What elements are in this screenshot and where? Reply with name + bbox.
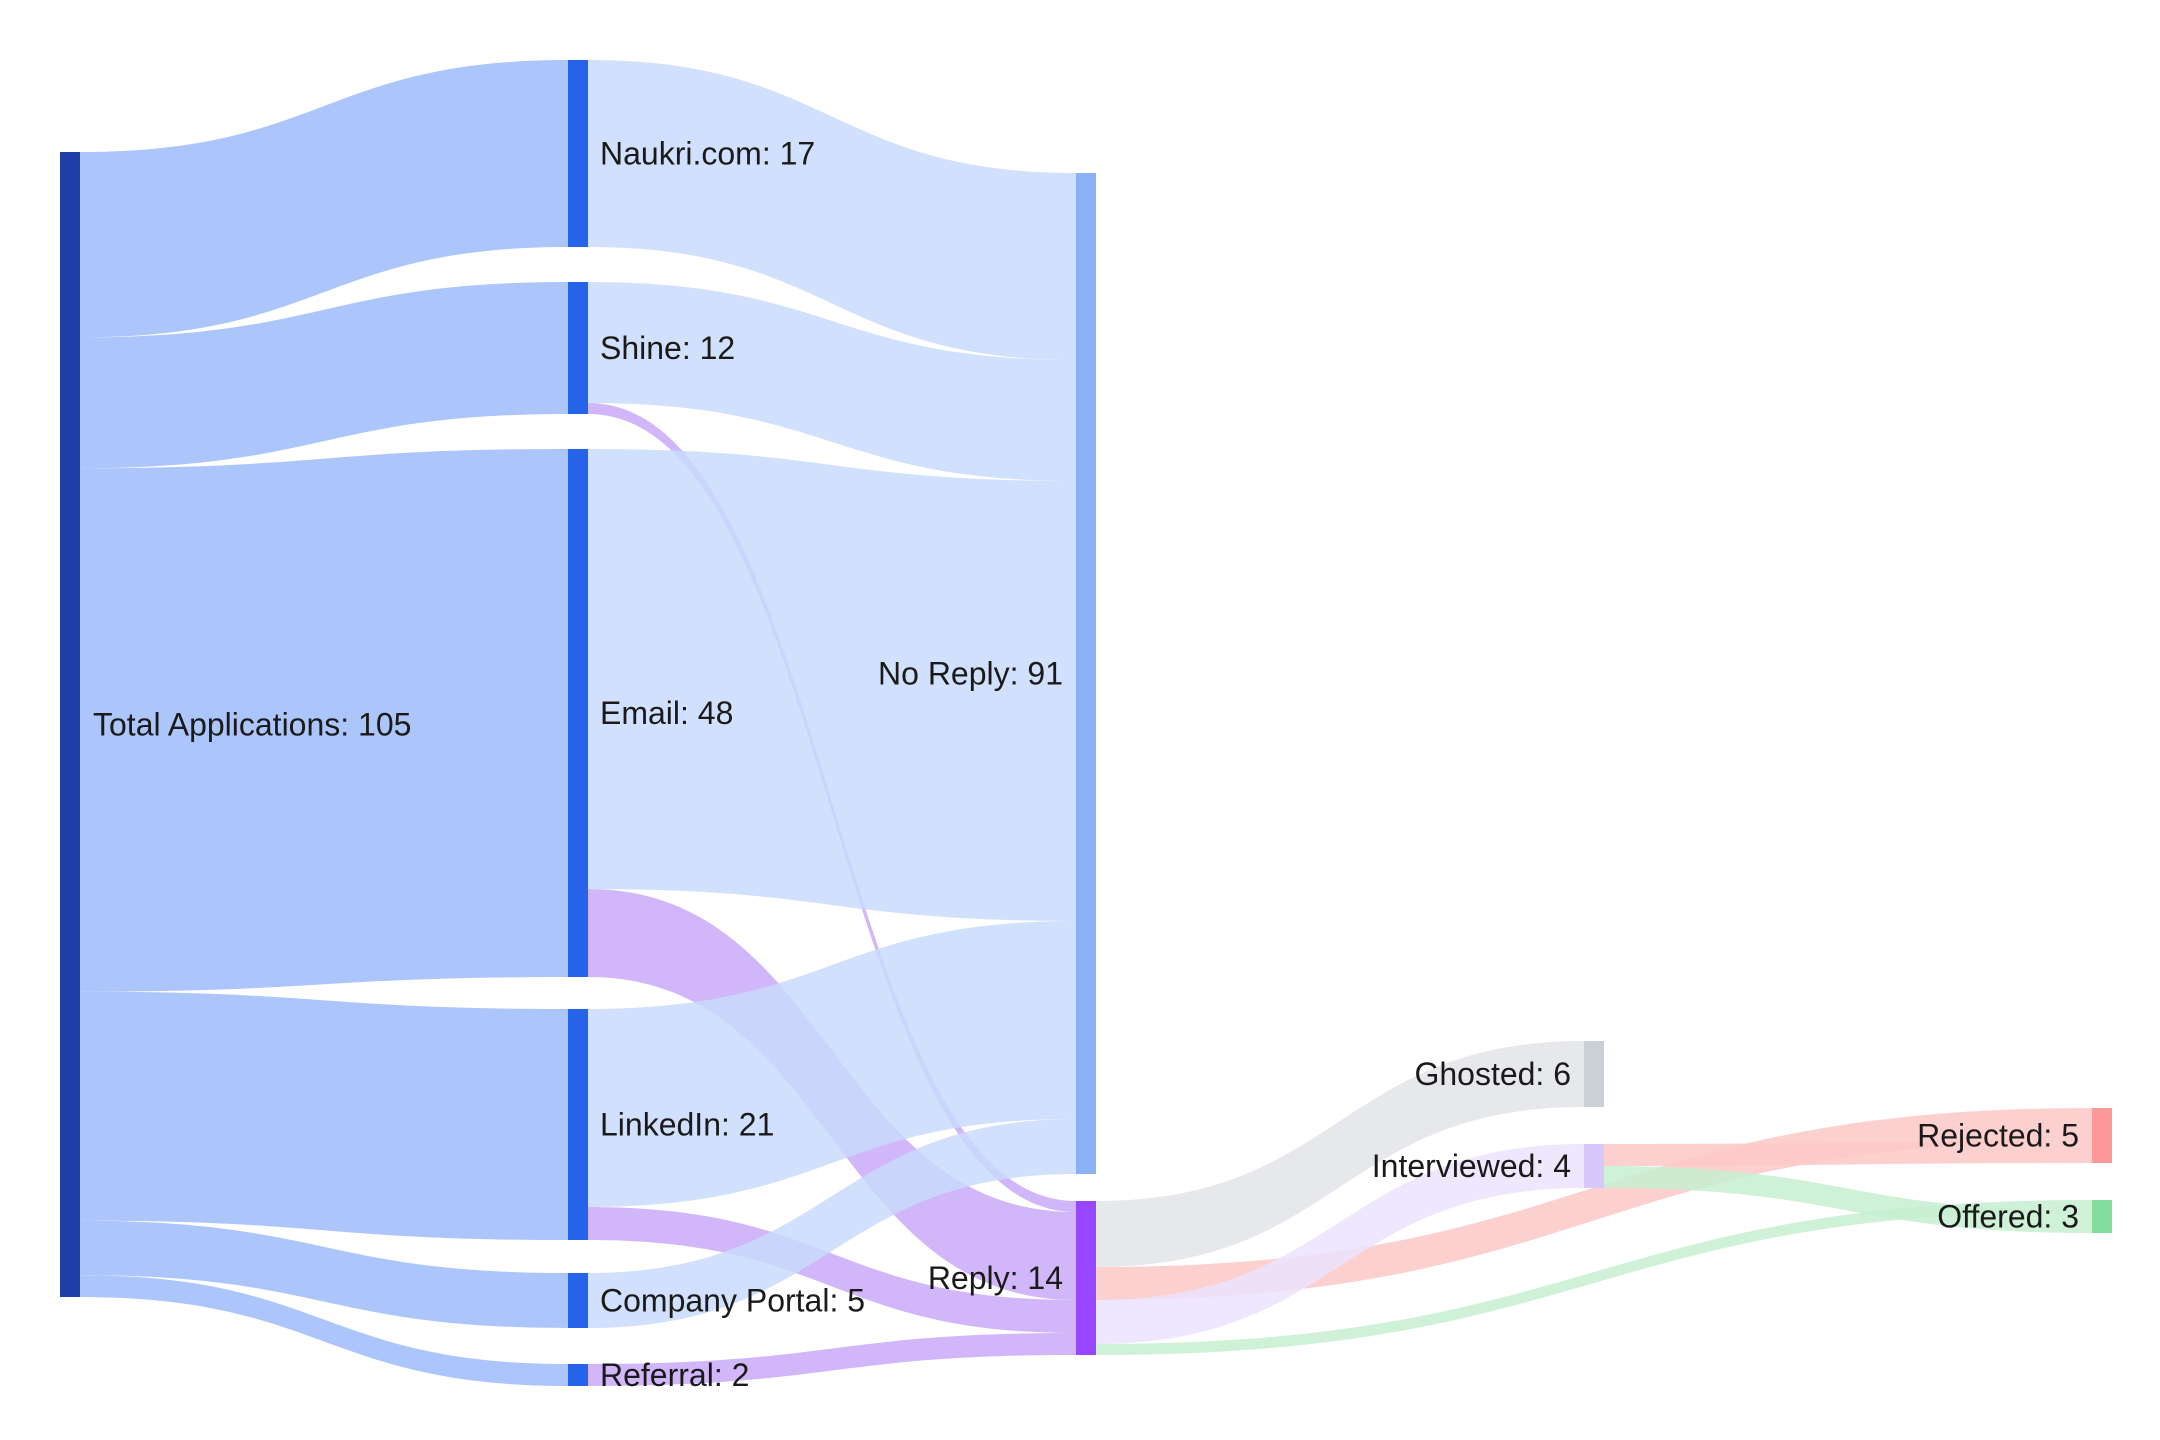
node-label-referral: Referral: 2	[600, 1357, 749, 1393]
node-label-shine: Shine: 12	[600, 330, 735, 366]
node-referral	[568, 1364, 588, 1386]
link-interviewed-to-rejected	[1604, 1141, 2092, 1166]
node-label-interviewed: Interviewed: 4	[1372, 1148, 1571, 1184]
sankey-nodes	[60, 60, 2112, 1386]
node-label-offered: Offered: 3	[1937, 1199, 2079, 1235]
node-shine	[568, 282, 588, 414]
link-reply-to-ghosted	[1096, 1041, 1584, 1267]
sankey-links	[80, 60, 2092, 1386]
node-label-total: Total Applications: 105	[93, 707, 411, 743]
link-total-to-email	[80, 449, 568, 992]
node-naukri	[568, 60, 588, 247]
link-interviewed-to-offered	[1604, 1166, 2092, 1233]
node-offered	[2092, 1200, 2112, 1233]
node-label-naukri: Naukri.com: 17	[600, 136, 815, 172]
node-rejected	[2092, 1108, 2112, 1163]
link-total-to-referral	[80, 1275, 568, 1386]
node-label-ghosted: Ghosted: 6	[1414, 1056, 1571, 1092]
link-naukri-to-no_reply	[588, 60, 1076, 360]
node-label-email: Email: 48	[600, 695, 733, 731]
sankey-labels: Total Applications: 105 Naukri.com: 17 Shi…	[93, 136, 2079, 1393]
node-label-no-reply: No Reply: 91	[878, 656, 1063, 692]
link-reply-to-offered	[1096, 1200, 2092, 1355]
node-total	[60, 152, 80, 1297]
node-label-reply: Reply: 14	[928, 1260, 1063, 1296]
node-label-linkedin: LinkedIn: 21	[600, 1107, 774, 1143]
link-total-to-linkedin	[80, 991, 568, 1240]
link-reply-to-interviewed	[1096, 1144, 1584, 1344]
node-linkedin	[568, 1009, 588, 1240]
node-interviewed	[1584, 1144, 1604, 1188]
node-reply	[1076, 1201, 1096, 1355]
node-email	[568, 449, 588, 977]
link-referral-to-reply	[588, 1333, 1076, 1386]
link-linkedin-to-reply	[588, 1207, 1076, 1333]
node-ghosted	[1584, 1041, 1604, 1107]
node-no-reply	[1076, 173, 1096, 1174]
link-total-to-naukri	[80, 60, 568, 338]
node-label-portal: Company Portal: 5	[600, 1283, 865, 1319]
node-label-rejected: Rejected: 5	[1917, 1118, 2079, 1154]
link-linkedin-to-no_reply	[588, 921, 1076, 1207]
node-portal	[568, 1273, 588, 1328]
link-shine-to-no_reply	[588, 282, 1076, 481]
link-email-to-no_reply	[588, 449, 1076, 921]
link-total-to-portal	[80, 1220, 568, 1328]
link-total-to-shine	[80, 282, 568, 469]
link-portal-to-no_reply	[588, 1119, 1076, 1328]
